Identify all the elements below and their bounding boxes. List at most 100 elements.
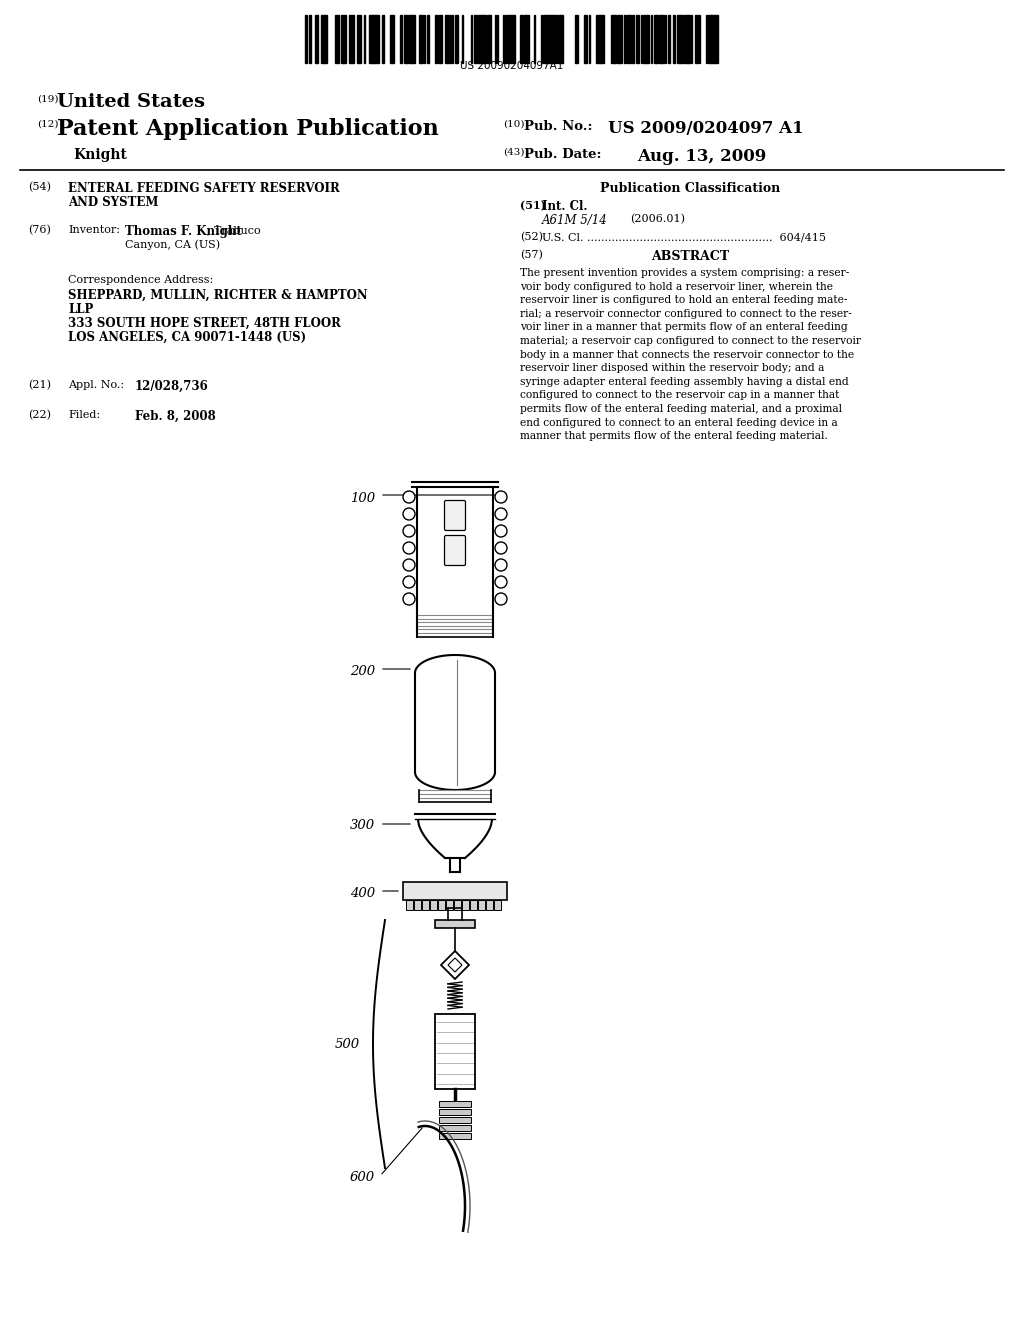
Bar — [505, 15, 507, 63]
Text: LOS ANGELES, CA 90071-1448 (US): LOS ANGELES, CA 90071-1448 (US) — [68, 331, 306, 345]
Bar — [487, 15, 489, 63]
Circle shape — [495, 558, 507, 572]
Bar — [321, 15, 324, 63]
Bar — [715, 15, 718, 63]
Bar — [486, 900, 493, 909]
Bar — [409, 15, 411, 63]
Bar — [629, 15, 631, 63]
Bar — [673, 15, 675, 63]
Bar — [438, 15, 440, 63]
Bar — [549, 15, 551, 63]
Bar — [382, 15, 384, 63]
Bar — [520, 15, 523, 63]
Bar — [406, 900, 413, 909]
Bar — [435, 920, 475, 928]
Bar — [456, 15, 458, 63]
Text: Thomas F. Knight: Thomas F. Knight — [125, 224, 242, 238]
Bar — [554, 15, 557, 63]
Bar — [375, 15, 377, 63]
Bar — [489, 15, 490, 63]
Bar — [526, 15, 528, 63]
Bar — [668, 15, 670, 63]
Text: SHEPPARD, MULLIN, RICHTER & HAMPTON: SHEPPARD, MULLIN, RICHTER & HAMPTON — [68, 289, 368, 302]
Bar — [602, 15, 604, 63]
Bar — [479, 15, 481, 63]
Text: Int. Cl.: Int. Cl. — [542, 201, 588, 213]
Bar — [613, 15, 615, 63]
Bar — [413, 15, 415, 63]
Text: ABSTRACT: ABSTRACT — [651, 249, 729, 263]
Text: Aug. 13, 2009: Aug. 13, 2009 — [637, 148, 766, 165]
Bar — [439, 1133, 471, 1139]
Text: (43): (43) — [503, 148, 524, 157]
Text: 200: 200 — [350, 665, 375, 678]
Bar — [451, 15, 453, 63]
Bar — [369, 15, 372, 63]
Bar — [372, 15, 374, 63]
Text: Correspondence Address:: Correspondence Address: — [68, 275, 213, 285]
Bar — [688, 15, 690, 63]
Text: (2006.01): (2006.01) — [630, 214, 685, 224]
Circle shape — [403, 593, 415, 605]
Bar — [439, 1125, 471, 1131]
Circle shape — [403, 558, 415, 572]
Circle shape — [495, 508, 507, 520]
Bar — [478, 900, 485, 909]
Text: United States: United States — [57, 92, 205, 111]
Bar — [545, 15, 547, 63]
Bar — [524, 15, 526, 63]
Text: US 20090204097A1: US 20090204097A1 — [461, 61, 563, 71]
Bar — [403, 882, 507, 900]
Bar — [335, 15, 338, 63]
Bar — [377, 15, 379, 63]
Bar — [695, 15, 697, 63]
Bar — [439, 1101, 471, 1107]
Text: Knight: Knight — [73, 148, 127, 162]
Bar — [406, 15, 408, 63]
Text: 100: 100 — [350, 492, 375, 506]
Text: US 2009/0204097 A1: US 2009/0204097 A1 — [608, 120, 804, 137]
Bar — [475, 15, 477, 63]
Bar — [419, 15, 421, 63]
Bar — [343, 15, 345, 63]
Bar — [624, 15, 626, 63]
Bar — [552, 15, 554, 63]
Circle shape — [403, 491, 415, 503]
Text: (54): (54) — [28, 182, 51, 193]
Text: 300: 300 — [350, 818, 375, 832]
Bar — [685, 15, 688, 63]
Text: 600: 600 — [350, 1171, 375, 1184]
Bar — [508, 15, 511, 63]
Bar — [547, 15, 549, 63]
Text: 500: 500 — [335, 1038, 360, 1051]
Text: 333 SOUTH HOPE STREET, 48TH FLOOR: 333 SOUTH HOPE STREET, 48TH FLOOR — [68, 317, 341, 330]
Bar — [644, 15, 647, 63]
Circle shape — [403, 543, 415, 554]
Text: (57): (57) — [520, 249, 543, 260]
Bar — [358, 15, 361, 63]
Text: Publication Classification: Publication Classification — [600, 182, 780, 195]
Text: Feb. 8, 2008: Feb. 8, 2008 — [135, 411, 216, 422]
Bar — [440, 15, 442, 63]
Text: A61M 5/14: A61M 5/14 — [542, 214, 608, 227]
Circle shape — [495, 491, 507, 503]
Text: , Trabuco: , Trabuco — [207, 224, 261, 235]
Bar — [662, 15, 664, 63]
Text: (19): (19) — [37, 95, 58, 104]
Bar — [309, 15, 311, 63]
Bar — [678, 15, 681, 63]
Text: The present invention provides a system comprising: a reser-
voir body configure: The present invention provides a system … — [520, 268, 861, 441]
Bar — [449, 15, 450, 63]
Text: Inventor:: Inventor: — [68, 224, 120, 235]
Bar — [513, 15, 515, 63]
Circle shape — [403, 576, 415, 587]
Text: 400: 400 — [350, 887, 375, 900]
Bar — [575, 15, 578, 63]
Text: (52): (52) — [520, 232, 543, 243]
FancyBboxPatch shape — [444, 500, 466, 531]
Bar — [315, 15, 317, 63]
Bar — [654, 15, 656, 63]
Text: (22): (22) — [28, 411, 51, 420]
Text: ENTERAL FEEDING SAFETY RESERVOIR: ENTERAL FEEDING SAFETY RESERVOIR — [68, 182, 340, 195]
Text: U.S. Cl. .....................................................  604/415: U.S. Cl. ...............................… — [542, 232, 826, 242]
